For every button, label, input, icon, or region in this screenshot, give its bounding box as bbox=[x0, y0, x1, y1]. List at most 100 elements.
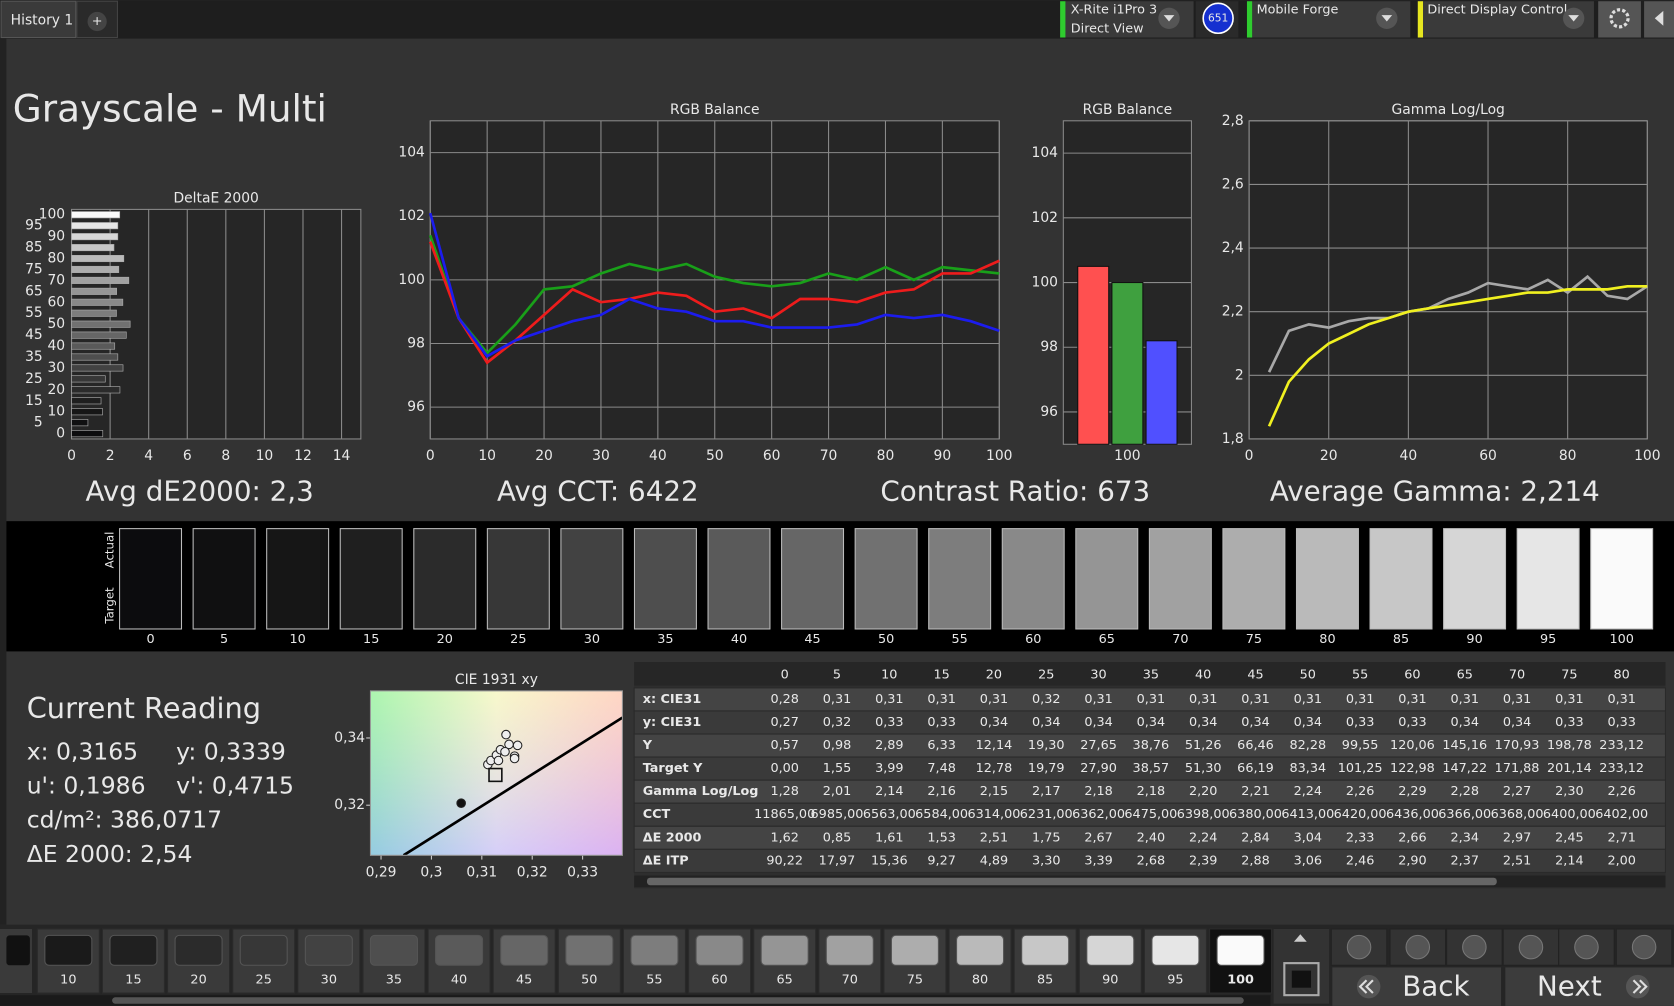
swatch bbox=[1148, 528, 1212, 630]
chart-title: DeltaE 2000 bbox=[173, 191, 258, 207]
table-cell: 2,97 bbox=[1503, 830, 1532, 845]
patch-label: 100 bbox=[1227, 973, 1254, 988]
row-label: ΔE 2000 bbox=[643, 830, 702, 845]
swatch bbox=[1369, 528, 1433, 630]
patch-label: 75 bbox=[907, 973, 923, 988]
x-tick-label: 0 bbox=[426, 448, 435, 464]
table-cell: 2,18 bbox=[1084, 784, 1113, 799]
patch-label: 20 bbox=[190, 973, 206, 988]
table-cell: 1,28 bbox=[770, 784, 799, 799]
target-point bbox=[488, 767, 503, 783]
chart: Gamma Log/Log 1,8 2 2,2 2,4 2,6 2,8 0 20 40 60 80 10… bbox=[1222, 102, 1661, 464]
patch-color bbox=[44, 934, 93, 966]
table-cell: 0,00 bbox=[770, 761, 799, 776]
table-cell: 6380,00 bbox=[1229, 807, 1282, 822]
y-tick-label: 30 bbox=[47, 360, 65, 376]
table-cell: 99,55 bbox=[1342, 738, 1379, 753]
table-cell: 0,31 bbox=[1398, 692, 1427, 707]
data-point bbox=[512, 740, 523, 751]
summary-stat: Avg dE2000: 2,3 bbox=[85, 474, 313, 507]
control-icon bbox=[1405, 934, 1431, 960]
arrow-icon bbox=[1568, 15, 1579, 22]
series-line bbox=[1267, 284, 1648, 427]
x-tick-label: 8 bbox=[221, 448, 230, 464]
table-cell: 2,90 bbox=[1398, 853, 1427, 868]
chart: RGB Balance 96 98 100 102 104 100 bbox=[1032, 102, 1192, 464]
patch-label: 15 bbox=[125, 973, 141, 988]
playback-controls bbox=[1330, 928, 1673, 966]
table-cell: 198,78 bbox=[1547, 738, 1592, 753]
patch-label: 60 bbox=[711, 973, 727, 988]
table-cell: 6413,00 bbox=[1281, 807, 1334, 822]
y-tick-label: 102 bbox=[398, 208, 424, 224]
patch-color bbox=[304, 934, 353, 966]
table-cell: 0,33 bbox=[927, 715, 956, 730]
row-label: Target Y bbox=[643, 761, 703, 776]
column-header: 15 bbox=[933, 667, 949, 682]
bar bbox=[71, 419, 89, 427]
patch-color bbox=[435, 934, 484, 966]
table-cell: 6362,00 bbox=[1072, 807, 1125, 822]
bar bbox=[71, 233, 119, 241]
table-cell: 6314,00 bbox=[967, 807, 1020, 822]
table-cell: 2,00 bbox=[1607, 853, 1636, 868]
arrow-icon bbox=[1381, 15, 1393, 22]
bar bbox=[71, 386, 121, 394]
table-cell: 3,06 bbox=[1294, 853, 1323, 868]
table-cell: 2,37 bbox=[1451, 853, 1480, 868]
x-tick-label: 10 bbox=[256, 448, 274, 464]
patch-label: 55 bbox=[646, 973, 662, 988]
plot-area-tint bbox=[370, 690, 623, 856]
patch-color bbox=[1021, 934, 1070, 966]
swatch-label: 65 bbox=[1099, 632, 1115, 647]
patch-label: 45 bbox=[516, 973, 532, 988]
scroll-thumb[interactable] bbox=[646, 877, 1497, 886]
patch-label: 80 bbox=[972, 973, 988, 988]
y-tick-label: 0,34 bbox=[334, 730, 365, 746]
row-label: y: CIE31 bbox=[643, 715, 702, 730]
gear-icon bbox=[1609, 8, 1630, 29]
control-icon bbox=[1574, 934, 1599, 960]
table-cell: 0,34 bbox=[1032, 715, 1060, 730]
table-cell: 83,34 bbox=[1289, 761, 1326, 776]
table-cell: 0,33 bbox=[1398, 715, 1427, 730]
y-tick-label: 96 bbox=[1040, 404, 1058, 420]
settings-button[interactable] bbox=[1598, 1, 1641, 38]
bar bbox=[71, 254, 125, 263]
bar bbox=[71, 276, 130, 284]
history-tab[interactable] bbox=[0, 0, 77, 39]
y-tick-label: 60 bbox=[47, 294, 65, 310]
add-tab-label: + bbox=[92, 14, 103, 29]
bar bbox=[71, 265, 120, 273]
row-label: Gamma Log/Log bbox=[643, 784, 759, 799]
x-tick-label: 0,29 bbox=[366, 864, 397, 880]
column-header: 60 bbox=[1404, 667, 1420, 682]
patch-color bbox=[6, 935, 30, 966]
bar bbox=[71, 298, 124, 306]
badge-label: 651 bbox=[1208, 11, 1228, 24]
table-cell: 0,98 bbox=[823, 738, 852, 753]
table-cell: 3,04 bbox=[1294, 830, 1323, 845]
generator-name: Mobile Forge bbox=[1257, 2, 1339, 17]
display-indicator bbox=[1417, 1, 1424, 38]
table-cell: 2,15 bbox=[980, 784, 1009, 799]
y-tick-label: 5 bbox=[34, 415, 43, 431]
scroll-thumb[interactable] bbox=[112, 997, 1244, 1004]
plot-border bbox=[369, 690, 623, 856]
x-tick-label: 10 bbox=[478, 448, 496, 464]
table-cell: 2,88 bbox=[1241, 853, 1270, 868]
table-cell: 0,31 bbox=[1084, 692, 1113, 707]
x-tick-label: 12 bbox=[294, 448, 312, 464]
table-row bbox=[633, 848, 1666, 873]
table-cell: 2,27 bbox=[1503, 784, 1532, 799]
meter-indicator bbox=[1060, 1, 1066, 38]
column-header: 55 bbox=[1352, 667, 1368, 682]
swatch-row-label: Actual bbox=[102, 532, 116, 569]
table-cell: 0,85 bbox=[823, 830, 852, 845]
table-cell: 2,24 bbox=[1189, 830, 1218, 845]
table-cell: 6436,00 bbox=[1386, 807, 1439, 822]
bar bbox=[71, 331, 127, 339]
table-cell: 27,90 bbox=[1080, 761, 1117, 776]
